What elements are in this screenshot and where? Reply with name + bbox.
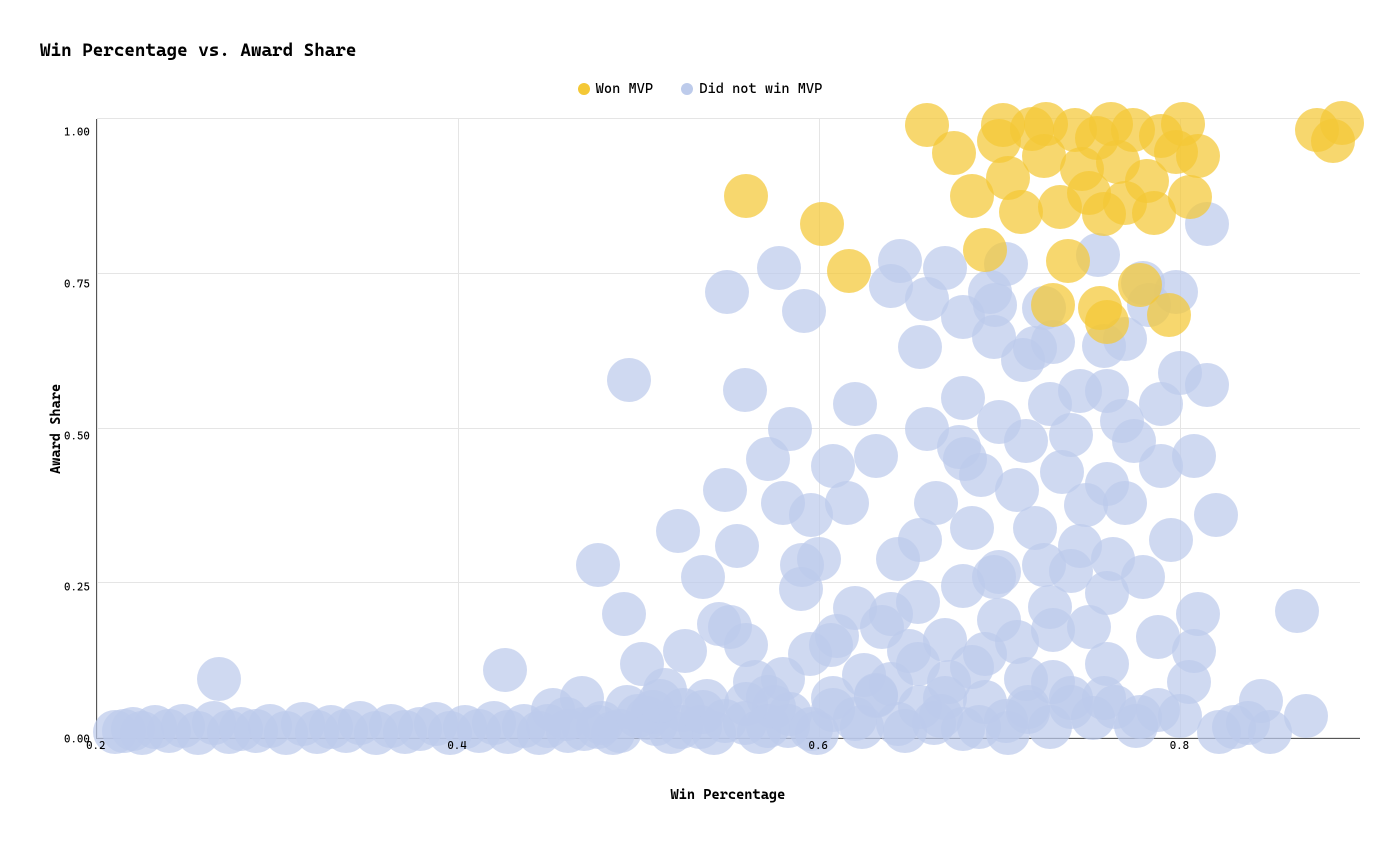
- data-point-no_mvp: [1013, 326, 1057, 370]
- data-point-no_mvp: [607, 358, 651, 402]
- data-point-no_mvp: [1139, 382, 1183, 426]
- y-axis-label: Award Share: [40, 119, 64, 739]
- data-point-no_mvp: [1100, 399, 1144, 443]
- data-point-no_mvp: [1103, 481, 1147, 525]
- data-point-no_mvp: [869, 662, 913, 706]
- data-point-no_mvp: [977, 550, 1021, 594]
- data-point-no_mvp: [950, 645, 994, 689]
- data-point-no_mvp: [681, 555, 725, 599]
- x-tick-label: 0.6: [809, 739, 828, 752]
- legend-item-won-mvp: Won MVP: [578, 81, 653, 97]
- data-point-no_mvp: [898, 325, 942, 369]
- data-point-no_mvp: [1185, 363, 1229, 407]
- legend-swatch-no-mvp: [681, 83, 693, 95]
- data-point-no_mvp: [602, 592, 646, 636]
- data-point-no_mvp: [1172, 434, 1216, 478]
- y-tick-label: 1.00: [64, 126, 90, 139]
- x-tick-label: 0.8: [1170, 739, 1189, 752]
- y-tick-label: 0.25: [64, 581, 90, 594]
- gridline-horizontal: [97, 582, 1360, 583]
- data-point-mvp: [827, 249, 871, 293]
- legend: Won MVP Did not win MVP: [40, 81, 1360, 99]
- legend-swatch-won-mvp: [578, 83, 590, 95]
- data-point-no_mvp: [854, 434, 898, 478]
- data-point-no_mvp: [782, 289, 826, 333]
- data-point-mvp: [1311, 119, 1355, 163]
- data-point-mvp: [800, 202, 844, 246]
- data-point-no_mvp: [724, 623, 768, 667]
- x-axis-ticks: 0.20.40.60.8: [96, 739, 1360, 757]
- legend-item-no-mvp: Did not win MVP: [681, 81, 822, 97]
- data-point-no_mvp: [705, 270, 749, 314]
- data-point-no_mvp: [815, 614, 859, 658]
- data-point-no_mvp: [779, 567, 823, 611]
- data-point-mvp: [1031, 283, 1075, 327]
- data-point-no_mvp: [1064, 483, 1108, 527]
- data-point-no_mvp: [937, 425, 981, 469]
- data-point-no_mvp: [1194, 493, 1238, 537]
- data-point-mvp: [1046, 239, 1090, 283]
- x-tick-label: 0.4: [447, 739, 466, 752]
- y-axis-ticks: 1.000.750.500.250.00: [64, 119, 96, 739]
- data-point-no_mvp: [723, 368, 767, 412]
- data-point-mvp: [724, 174, 768, 218]
- gridline-horizontal: [97, 428, 1360, 429]
- y-tick-label: 0.50: [64, 429, 90, 442]
- data-point-no_mvp: [483, 648, 527, 692]
- data-point-no_mvp: [896, 580, 940, 624]
- data-point-no_mvp: [197, 657, 241, 701]
- data-point-no_mvp: [1136, 688, 1180, 732]
- data-point-no_mvp: [1049, 413, 1093, 457]
- data-point-no_mvp: [923, 246, 967, 290]
- data-point-no_mvp: [1149, 518, 1193, 562]
- data-point-mvp: [1147, 293, 1191, 337]
- chart-title: Win Percentage vs. Award Share: [40, 40, 1360, 61]
- data-point-no_mvp: [768, 407, 812, 451]
- legend-label-won-mvp: Won MVP: [596, 81, 653, 97]
- data-point-no_mvp: [703, 468, 747, 512]
- data-point-mvp: [1085, 300, 1129, 344]
- legend-label-no-mvp: Did not win MVP: [699, 81, 822, 97]
- data-point-no_mvp: [972, 315, 1016, 359]
- plot-area: [96, 119, 1360, 739]
- data-point-mvp: [999, 190, 1043, 234]
- data-point-no_mvp: [789, 493, 833, 537]
- data-point-mvp: [1176, 134, 1220, 178]
- data-point-mvp: [932, 131, 976, 175]
- x-tick-label: 0.2: [86, 739, 105, 752]
- data-point-no_mvp: [1085, 571, 1129, 615]
- data-point-no_mvp: [811, 444, 855, 488]
- data-point-no_mvp: [715, 524, 759, 568]
- data-point-mvp: [1168, 175, 1212, 219]
- data-point-no_mvp: [833, 382, 877, 426]
- data-point-no_mvp: [950, 506, 994, 550]
- data-point-no_mvp: [1275, 589, 1319, 633]
- data-point-no_mvp: [1136, 615, 1180, 659]
- data-point-no_mvp: [1004, 657, 1048, 701]
- data-point-no_mvp: [977, 400, 1021, 444]
- data-point-no_mvp: [1013, 506, 1057, 550]
- data-point-no_mvp: [757, 246, 801, 290]
- x-axis-label: Win Percentage: [96, 787, 1360, 803]
- data-point-no_mvp: [656, 509, 700, 553]
- data-point-mvp: [963, 228, 1007, 272]
- gridline-vertical: [97, 119, 98, 738]
- data-point-no_mvp: [878, 239, 922, 283]
- data-point-no_mvp: [876, 537, 920, 581]
- data-point-no_mvp: [576, 543, 620, 587]
- chart-container: Win Percentage vs. Award Share Won MVP D…: [40, 40, 1360, 803]
- y-tick-label: 0.75: [64, 277, 90, 290]
- data-point-no_mvp: [1031, 608, 1075, 652]
- gridline-vertical: [458, 119, 459, 738]
